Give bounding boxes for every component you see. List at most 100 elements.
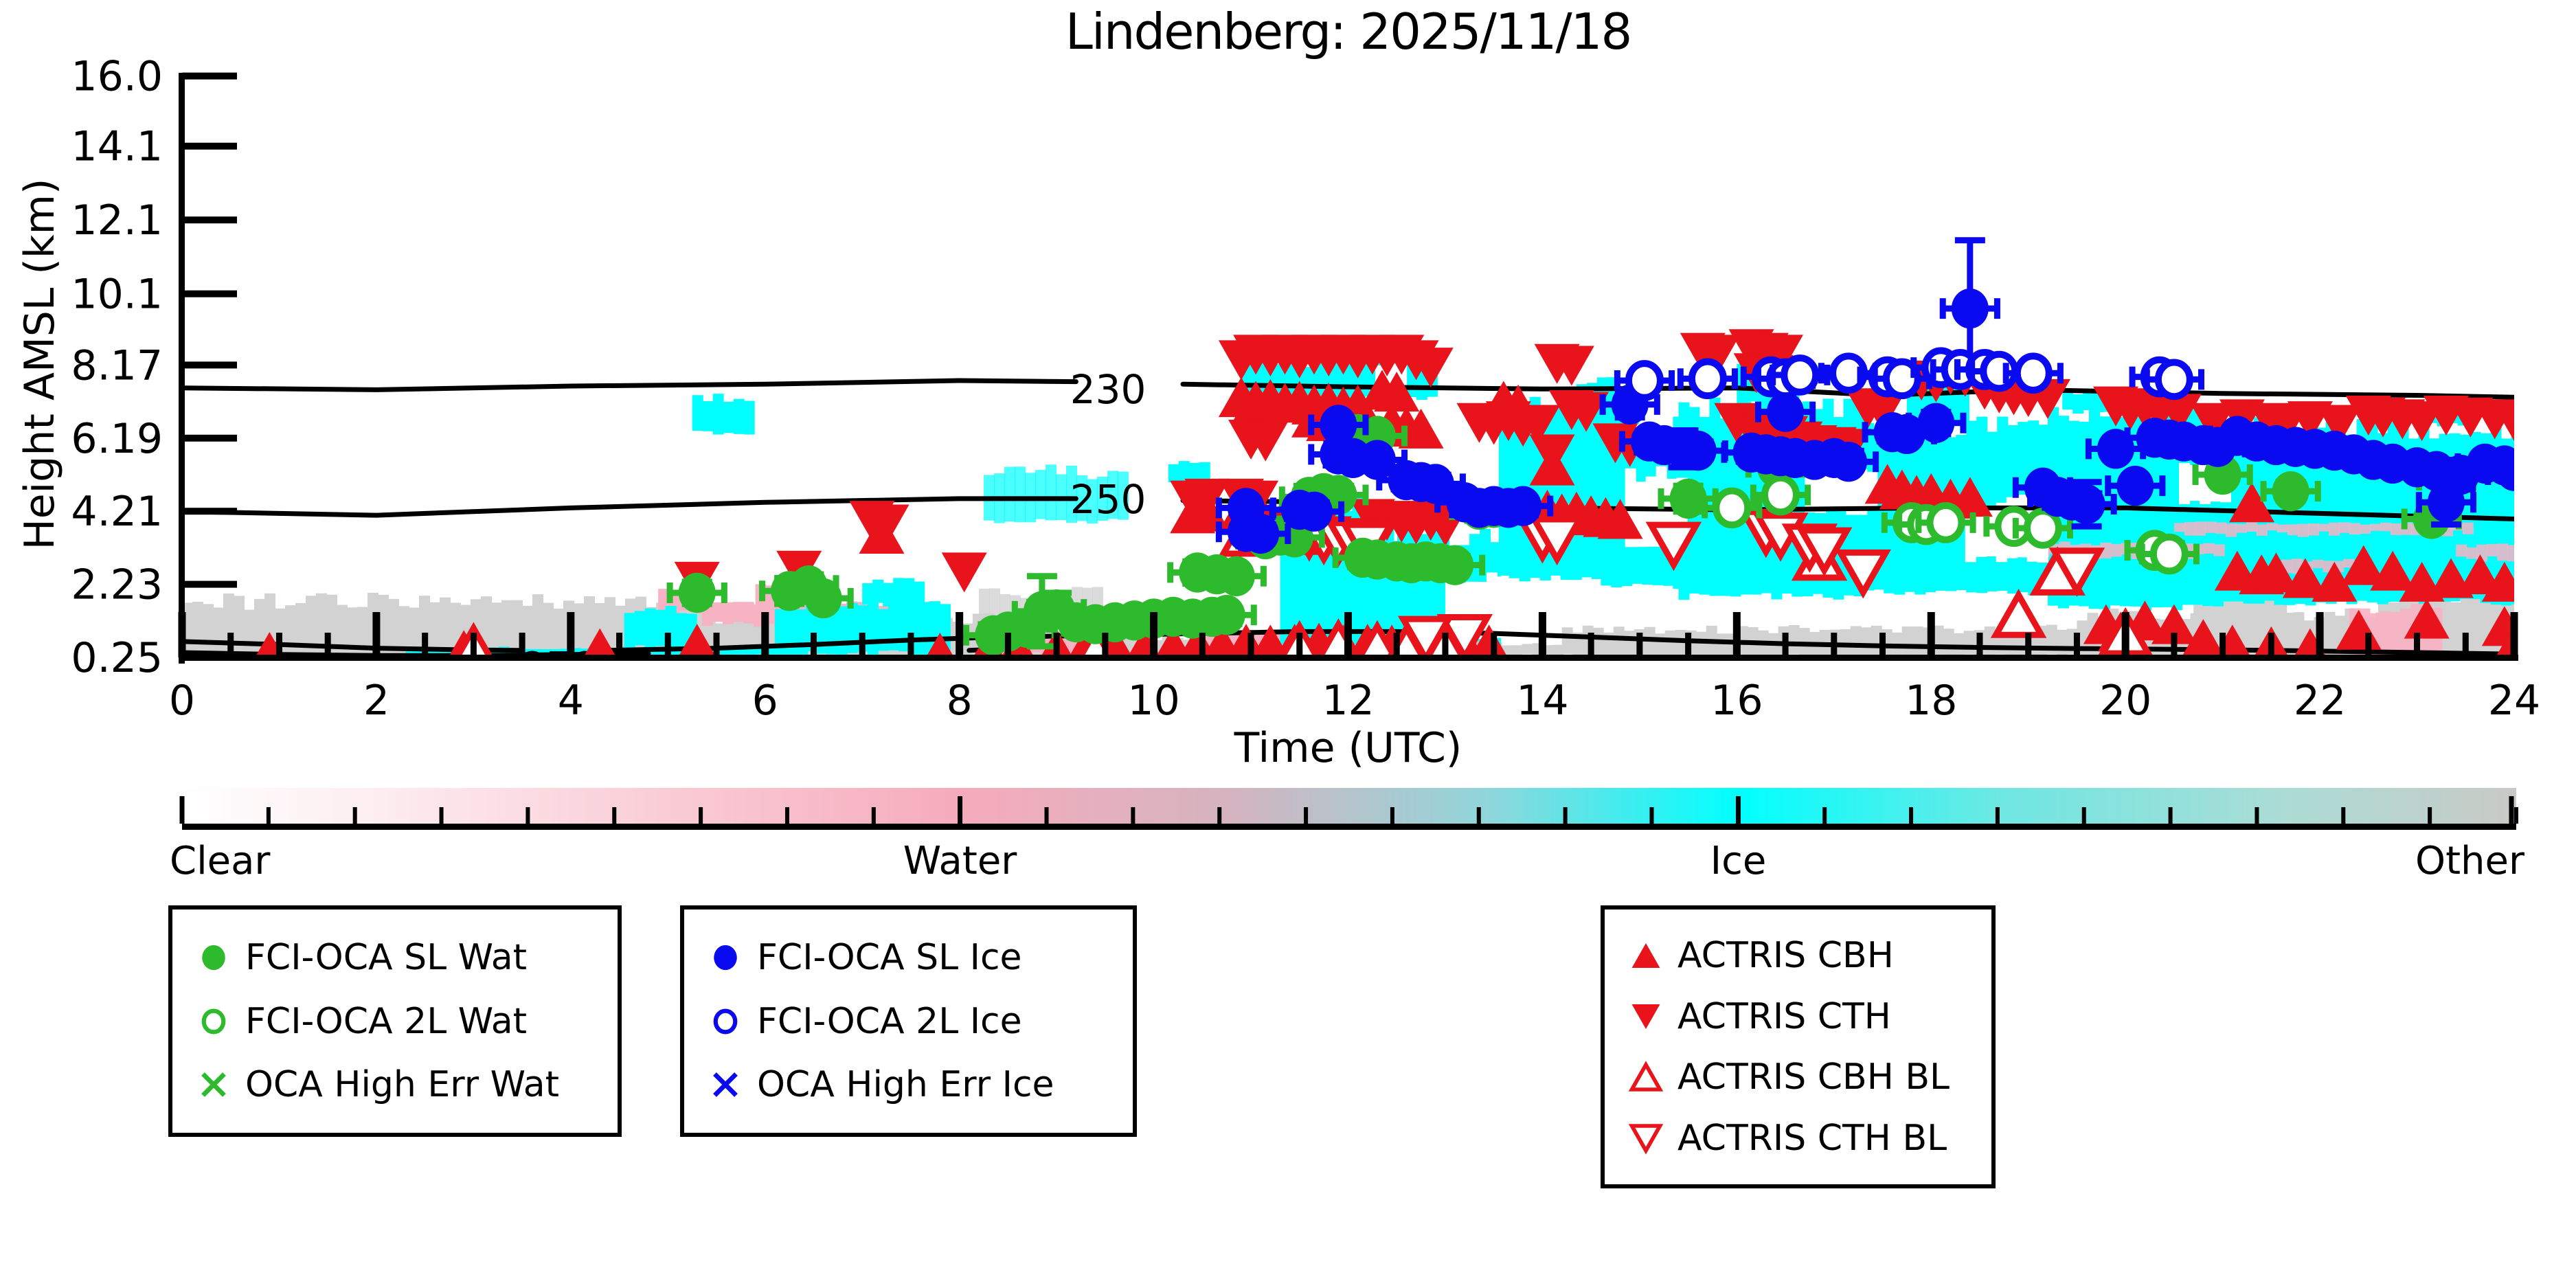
x-tick-minor [1588, 633, 1594, 657]
x-tick-minor [227, 633, 234, 657]
x-tick-minor [664, 633, 671, 657]
y-tick-label: 14.1 [71, 123, 163, 171]
contour-line [182, 496, 1078, 518]
x-tick-label: 18 [1905, 677, 1957, 725]
x-tick-minor [1053, 633, 1060, 657]
scatter-point [581, 628, 618, 660]
scatter-point [1990, 589, 2047, 638]
tri-up-icon [1631, 942, 1660, 968]
scatter-point [1625, 360, 1664, 401]
y-tick [182, 654, 237, 661]
legend-item-label: FCI-OCA SL Ice [757, 937, 1022, 979]
y-tick-label: 0.25 [71, 634, 163, 682]
scatter-point [1548, 346, 1594, 386]
scatter-point [1628, 1124, 1664, 1155]
scatter-point [1374, 372, 1420, 412]
scatter-point [1320, 405, 1357, 445]
colorbar-tick-minor [2255, 807, 2259, 824]
x-tick-minor [470, 633, 477, 657]
x-tick-minor [810, 633, 817, 657]
colorbar-tick-minor [1649, 807, 1654, 824]
y-axis-label: Height AMSL (km) [16, 178, 64, 550]
series-fci-oca-2l-wat [1702, 474, 2200, 575]
x-tick-label: 16 [1710, 677, 1763, 725]
x-axis-spine [179, 655, 2518, 661]
y-tick-label: 8.17 [71, 341, 163, 389]
colorbar-label: Ice [1710, 839, 1767, 883]
x-tick-minor [2219, 633, 2226, 657]
x-tick-minor [2365, 633, 2372, 657]
scatter-point [2190, 403, 2236, 443]
classification-colorbar: Clear Water Ice Other [170, 788, 2525, 883]
x-tick-major [1150, 612, 1158, 657]
x-tick-minor [1879, 633, 1886, 657]
x-tick-minor [1491, 633, 1498, 657]
scatter-point [2013, 352, 2053, 394]
scatter-point [1469, 624, 1510, 660]
colorbar-tick-minor [439, 807, 444, 824]
y-tick-label: 10.1 [71, 271, 163, 319]
scatter-point [201, 1072, 226, 1097]
scatter-point [2156, 394, 2202, 434]
x-icon [713, 1072, 738, 1097]
series-actris-cth-bl [1281, 508, 2105, 660]
circle-open-icon [713, 1008, 738, 1035]
scatter-point [2494, 624, 2514, 660]
scatter-point [2404, 598, 2450, 639]
colorbar-tick-minor [1563, 807, 1568, 824]
y-tick-label: 6.19 [71, 415, 163, 463]
x-tick-label: 12 [1322, 677, 1374, 725]
x-tick-label: 22 [2294, 677, 2346, 725]
scatter-point [1917, 403, 1955, 443]
tri-dn-open-icon [1628, 1124, 1664, 1155]
colorbar-tick-minor [1390, 807, 1394, 824]
legend-item: OCA High Err Ice [684, 1063, 1133, 1107]
x-tick-label: 10 [1127, 677, 1179, 725]
x-tick-minor [1442, 633, 1449, 657]
x-tick-minor [1636, 633, 1643, 657]
legend-item: FCI-OCA SL Wat [172, 936, 618, 980]
legend-item-label: ACTRIS CTH [1677, 995, 1891, 1037]
x-tick-major [1732, 612, 1741, 657]
x-tick-major [2121, 612, 2129, 657]
series-fci-oca-2l-ice [1614, 347, 2204, 401]
y-axis-spine [179, 73, 185, 664]
scatter-point [1830, 442, 1868, 482]
colorbar-tick-minor [612, 807, 617, 824]
scatter-point [2068, 484, 2105, 525]
scatter-point [2457, 554, 2503, 595]
colorbar-tick-minor [1909, 807, 1914, 824]
legend-item: ACTRIS CBH [1605, 934, 1991, 978]
legend-item: FCI-OCA 2L Wat [172, 999, 618, 1043]
x-tick-label: 24 [2488, 677, 2540, 725]
x-tick-minor [519, 633, 526, 657]
legend-item-label: OCA High Err Ice [757, 1063, 1054, 1105]
x-tick-minor [2073, 633, 2080, 657]
x-tick-major [567, 612, 575, 657]
scatter-point [1835, 549, 1891, 599]
page-title: Lindenberg: 2025/11/18 [1065, 3, 1633, 60]
circle-icon [714, 945, 737, 971]
scatter-point [2116, 465, 2154, 506]
colorbar-label: Other [2415, 839, 2525, 883]
scatter-point [2282, 558, 2328, 598]
scatter-point [678, 572, 716, 613]
scatter-point [1631, 942, 1660, 968]
scatter-point [714, 945, 737, 971]
scatter-point [1796, 527, 1853, 577]
x-tick-label: 20 [2099, 677, 2151, 725]
scatter-point [924, 633, 956, 660]
x-tick-major [2510, 612, 2518, 657]
scatter-point [713, 1008, 738, 1035]
colorbar-tick-major [2509, 796, 2514, 824]
colorbar-tick-major [179, 796, 185, 824]
scatter-point [1436, 545, 1474, 585]
x-tick-major [761, 612, 769, 657]
y-tick [182, 361, 237, 369]
colorbar-tick-major [1735, 796, 1741, 824]
colorbar-tick-minor [526, 807, 530, 824]
scatter-point [1713, 487, 1752, 529]
scatter-point [202, 945, 225, 971]
scatter-point [1208, 595, 1245, 635]
legend-item-label: ACTRIS CTH BL [1677, 1118, 1947, 1160]
